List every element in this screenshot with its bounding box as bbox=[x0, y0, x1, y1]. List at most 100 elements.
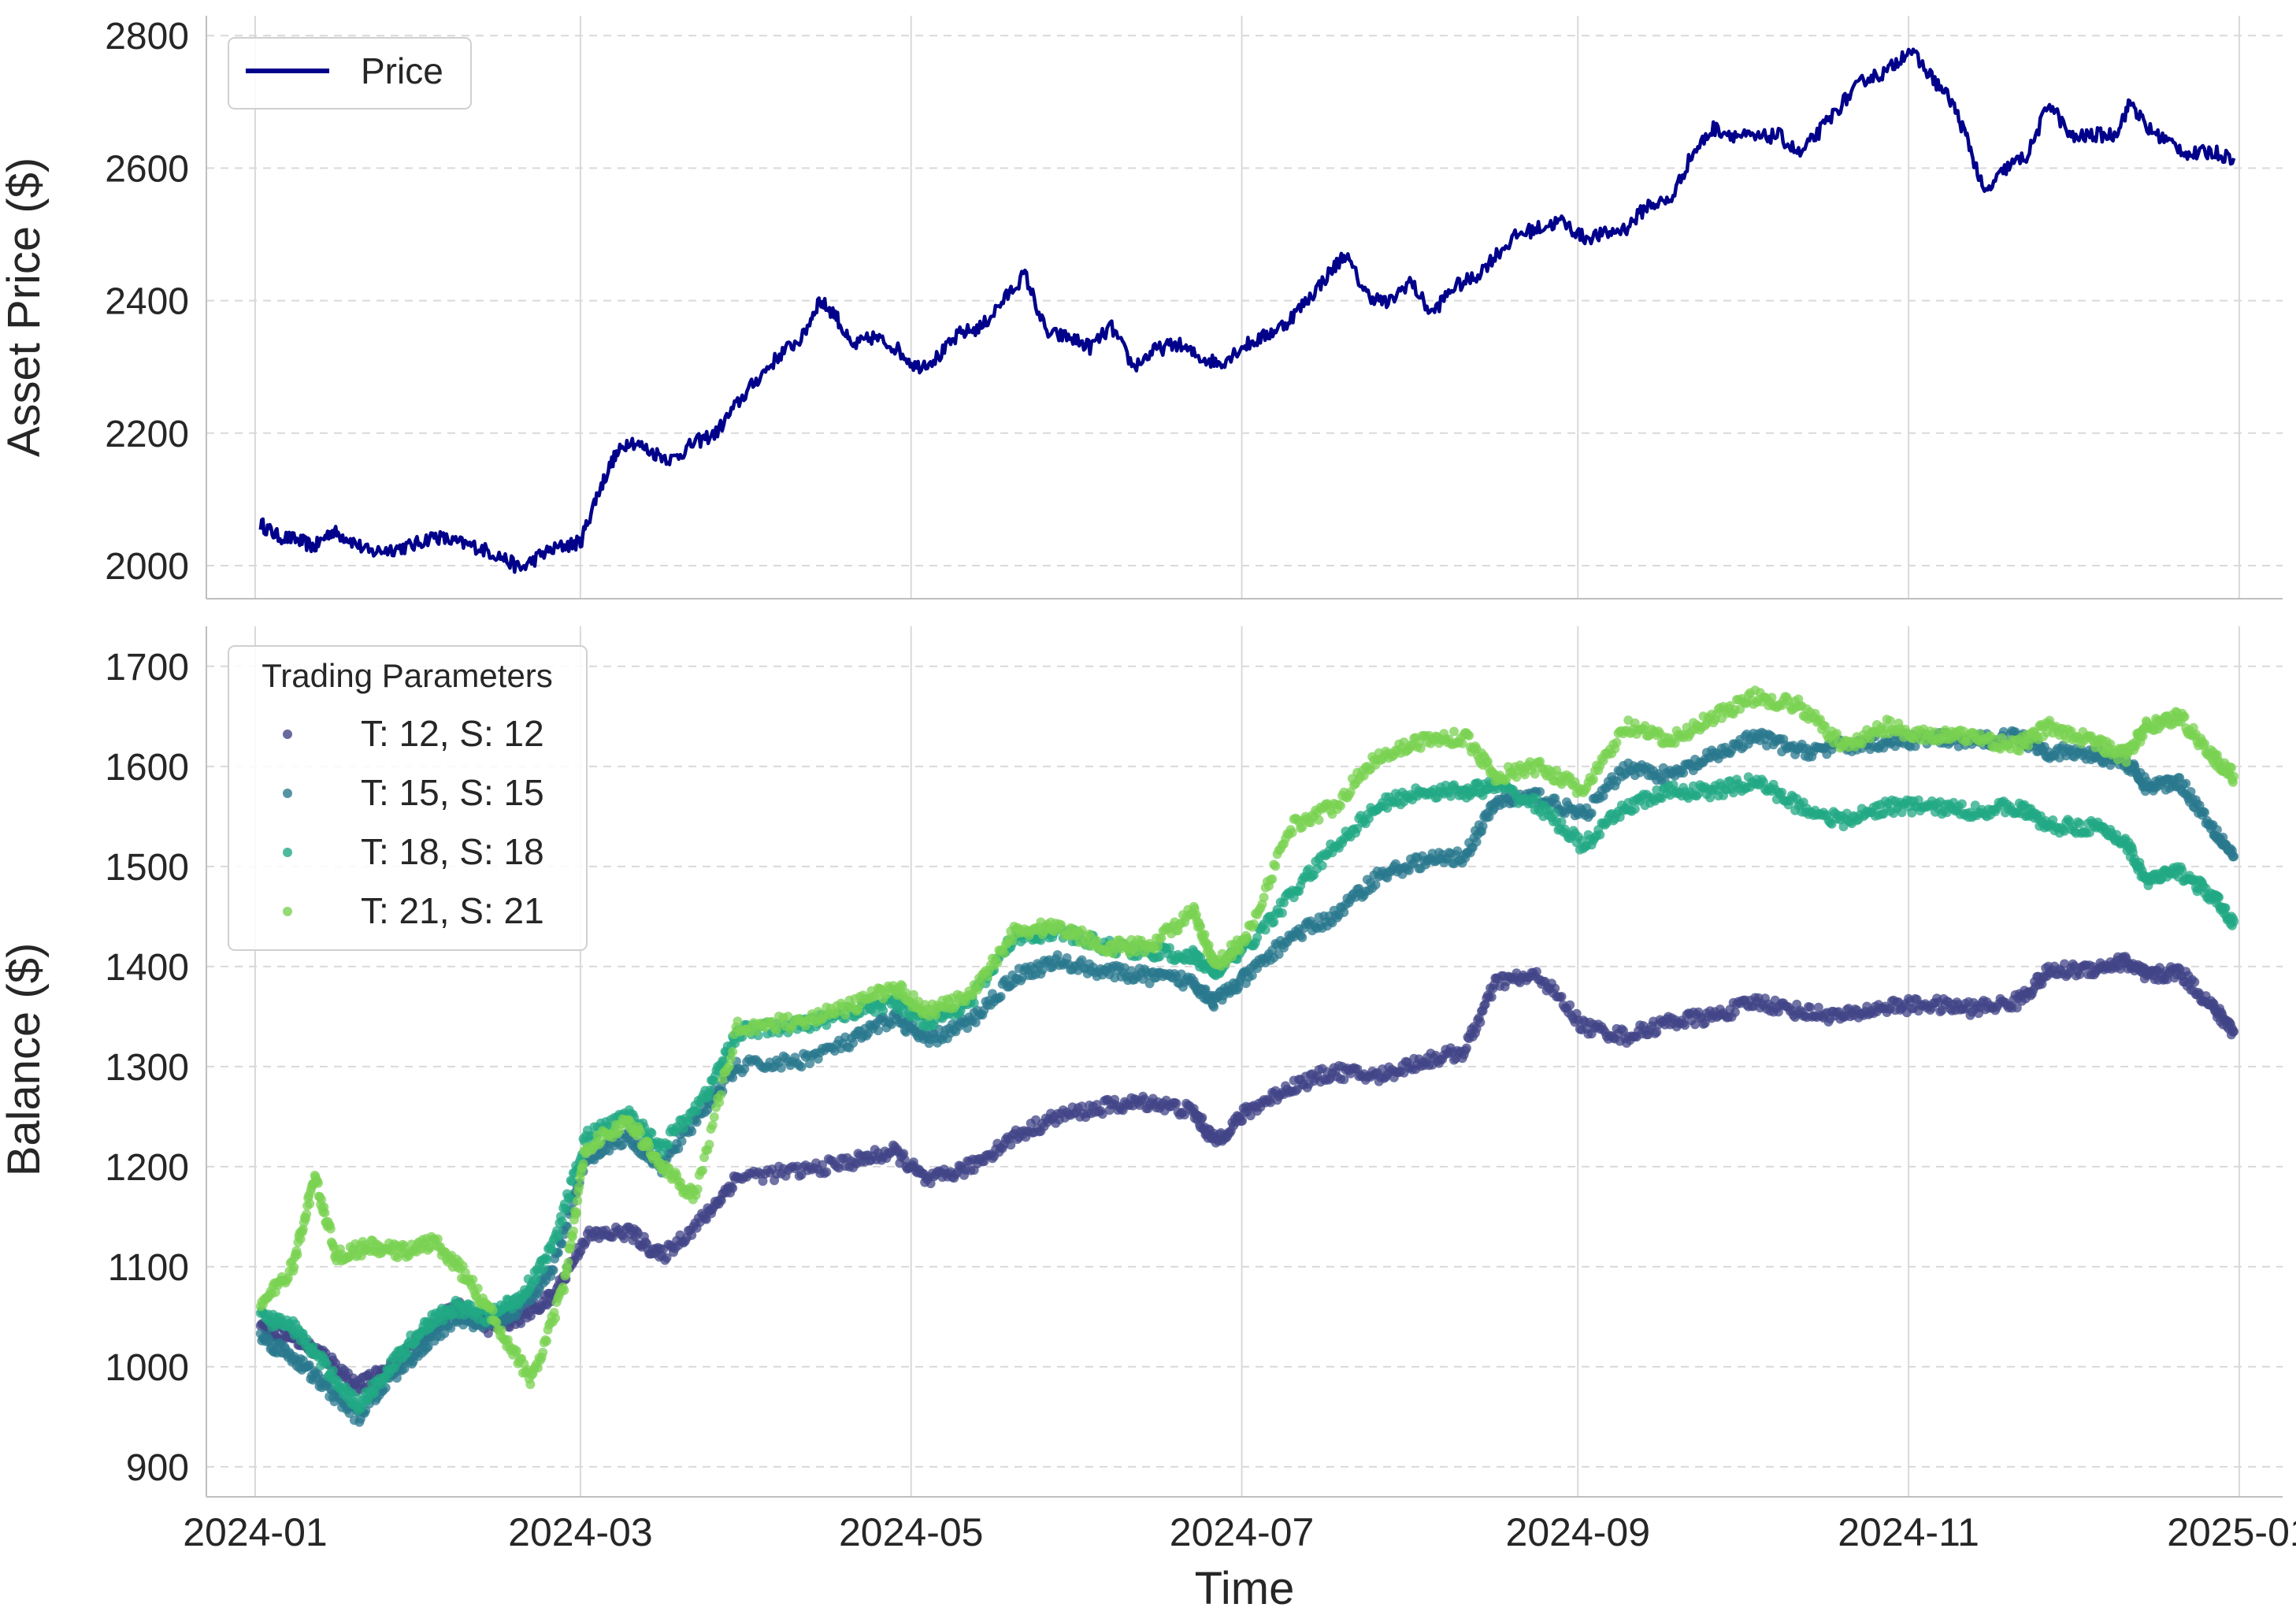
balance-point bbox=[295, 1234, 306, 1244]
balance-point bbox=[796, 1062, 807, 1072]
balance-point bbox=[2177, 865, 2187, 875]
balance-point bbox=[724, 1061, 734, 1071]
balance-point bbox=[1006, 1140, 1016, 1150]
balance-point bbox=[870, 1007, 880, 1017]
balance-point bbox=[1259, 893, 1269, 903]
balance-point bbox=[1237, 1116, 1248, 1126]
balance-point bbox=[728, 1183, 738, 1194]
balance-point bbox=[2214, 893, 2224, 903]
balance-series bbox=[255, 685, 2239, 1428]
balance-point bbox=[574, 1182, 584, 1192]
balance-point bbox=[1445, 791, 1456, 801]
balance-point bbox=[663, 1140, 673, 1149]
balance-point bbox=[1630, 804, 1640, 814]
balance-point bbox=[557, 1238, 567, 1249]
balance-point bbox=[542, 1255, 552, 1264]
balance-point bbox=[618, 1140, 628, 1150]
balance-point bbox=[1037, 965, 1048, 975]
balance-point bbox=[740, 1064, 750, 1074]
balance-point bbox=[2212, 825, 2222, 835]
balance-point bbox=[992, 958, 1003, 968]
balance-point bbox=[1588, 774, 1598, 785]
balance-point bbox=[704, 1139, 714, 1149]
balance-point bbox=[709, 1112, 719, 1122]
balance-point bbox=[1297, 822, 1307, 832]
balance-point bbox=[1680, 1020, 1690, 1030]
balance-point bbox=[1415, 743, 1426, 753]
balance-point bbox=[1077, 1101, 1087, 1112]
balance-point bbox=[728, 1072, 738, 1082]
balance-point bbox=[1153, 941, 1163, 952]
balance-point bbox=[298, 1224, 308, 1234]
balance-point bbox=[1196, 922, 1206, 931]
balance-point bbox=[1550, 808, 1560, 819]
balance-point bbox=[1287, 827, 1297, 837]
balance-point bbox=[772, 1025, 781, 1035]
balance-point bbox=[496, 1325, 506, 1335]
balance-point bbox=[1612, 737, 1622, 748]
balance-point bbox=[1364, 813, 1374, 823]
balance-point bbox=[1449, 726, 1459, 737]
balance-point bbox=[1520, 770, 1530, 780]
balance-point bbox=[818, 1160, 827, 1170]
balance-point bbox=[783, 1012, 793, 1022]
balance-point bbox=[2229, 1027, 2239, 1037]
balance-point bbox=[1245, 1111, 1256, 1121]
balance-point bbox=[996, 992, 1006, 1002]
balance-point bbox=[320, 1208, 330, 1218]
balance-point bbox=[1200, 930, 1210, 940]
balance-point bbox=[1274, 949, 1284, 960]
balance-point bbox=[878, 1005, 888, 1015]
balance-point bbox=[532, 1363, 543, 1373]
balance-point bbox=[1556, 992, 1567, 1001]
balance-point bbox=[1077, 955, 1087, 965]
balance-point bbox=[687, 1230, 697, 1240]
balance-point bbox=[1297, 933, 1307, 942]
balance-point bbox=[716, 1090, 726, 1100]
balance-point bbox=[1758, 777, 1768, 787]
balance-point bbox=[548, 1265, 558, 1275]
balance-point bbox=[351, 1392, 361, 1402]
balance-point bbox=[292, 1249, 302, 1260]
balance-point bbox=[873, 1026, 883, 1036]
balance-point bbox=[647, 1128, 657, 1138]
balance-point bbox=[1957, 799, 1967, 809]
balance-point bbox=[931, 1010, 940, 1020]
balance-point bbox=[692, 1184, 703, 1194]
balance-point bbox=[402, 1348, 412, 1358]
balance-point bbox=[531, 1275, 541, 1285]
balance-point bbox=[328, 1365, 338, 1376]
balance-point bbox=[1461, 1043, 1471, 1053]
balance-point bbox=[1155, 952, 1165, 962]
balance-point bbox=[1197, 1112, 1207, 1123]
balance-point bbox=[572, 1208, 582, 1218]
balance-point bbox=[317, 1194, 327, 1205]
balance-point bbox=[399, 1364, 410, 1374]
balance-point bbox=[1345, 787, 1356, 797]
price-legend-label: Price bbox=[361, 50, 443, 91]
balance-point bbox=[1339, 908, 1349, 917]
balance-point bbox=[1805, 1002, 1816, 1012]
balance-point bbox=[899, 1155, 910, 1164]
balance-point bbox=[1252, 933, 1263, 942]
balance-point bbox=[2220, 903, 2231, 913]
balance-point bbox=[687, 1127, 697, 1137]
balance-point bbox=[2012, 1003, 2022, 1013]
balance-point bbox=[1678, 768, 1689, 778]
balance-point bbox=[1550, 983, 1560, 993]
balance-point bbox=[473, 1283, 483, 1294]
balance-point bbox=[1200, 984, 1211, 994]
balance-point bbox=[1565, 1000, 1575, 1010]
balance-point bbox=[1165, 943, 1174, 953]
balance-point bbox=[525, 1311, 536, 1321]
balance-point bbox=[636, 1127, 646, 1138]
balance-point bbox=[538, 1347, 548, 1357]
balance-point bbox=[1457, 738, 1467, 748]
balance-point bbox=[901, 988, 911, 998]
balance-point bbox=[969, 998, 979, 1008]
balance-series-2 bbox=[255, 726, 2239, 1428]
balance-point bbox=[1728, 788, 1738, 798]
balance-point bbox=[1260, 925, 1270, 935]
balance-point bbox=[1478, 821, 1488, 831]
